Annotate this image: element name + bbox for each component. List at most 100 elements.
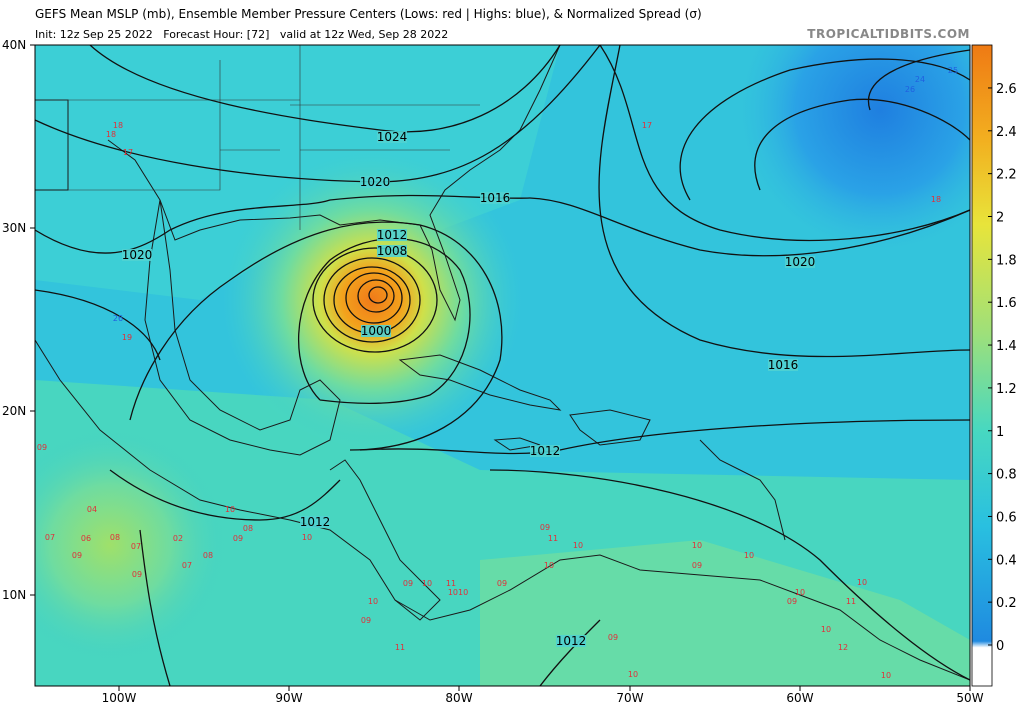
low-center: 09 bbox=[132, 570, 142, 579]
low-center: 07 bbox=[131, 542, 141, 551]
low-center: 08 bbox=[243, 524, 253, 533]
colorbar-label: 0.8 bbox=[996, 468, 1017, 483]
high-center: 25 bbox=[948, 66, 958, 75]
low-center: 10 bbox=[302, 533, 312, 542]
low-center: 10 bbox=[422, 579, 432, 588]
low-center: 17 bbox=[123, 148, 133, 157]
low-center: 09 bbox=[608, 633, 618, 642]
low-center: 11 bbox=[846, 597, 856, 606]
lat-label: 10N bbox=[2, 588, 26, 602]
low-center: 07 bbox=[45, 533, 55, 542]
isobar-label-bg bbox=[300, 516, 330, 528]
isobar-label-bg bbox=[377, 229, 407, 241]
isobar-label-bg bbox=[785, 256, 815, 268]
low-center: 1010 bbox=[448, 588, 468, 597]
low-center: 10 bbox=[225, 505, 235, 514]
low-center: 09 bbox=[787, 597, 797, 606]
isobar-label: 1012 bbox=[377, 228, 408, 242]
mexico-coast bbox=[144, 199, 341, 456]
central-america-coast bbox=[35, 339, 441, 621]
isobar bbox=[89, 45, 561, 133]
lon-label: 50W bbox=[956, 691, 983, 705]
isobar bbox=[35, 197, 970, 361]
low-center: 02 bbox=[173, 534, 183, 543]
low-center: 04 bbox=[87, 505, 97, 514]
high-center: 26 bbox=[113, 314, 123, 323]
colorbar-label: 0.4 bbox=[996, 553, 1017, 568]
low-center: 18 bbox=[113, 121, 123, 130]
isobar-label-bg bbox=[361, 325, 391, 337]
low-center: 11 bbox=[548, 534, 558, 543]
isobar bbox=[297, 237, 471, 404]
low-center: 10 bbox=[628, 670, 638, 679]
colorbar-label: 1.4 bbox=[996, 339, 1017, 354]
low-center: 18 bbox=[106, 130, 116, 139]
low-center: 12 bbox=[838, 643, 848, 652]
lesser-antilles bbox=[699, 439, 786, 541]
low-center: 11 bbox=[446, 579, 456, 588]
low-center: 09 bbox=[497, 579, 507, 588]
isobar-label: 1012 bbox=[530, 444, 561, 458]
lat-label: 20N bbox=[2, 404, 26, 418]
low-center: 09 bbox=[233, 534, 243, 543]
high-center: 26 bbox=[905, 85, 915, 94]
colorbar-label: 1.8 bbox=[996, 253, 1017, 268]
low-center: 09 bbox=[540, 523, 550, 532]
isobar-label: 1024 bbox=[377, 130, 408, 144]
low-center: 09 bbox=[37, 443, 47, 452]
isobar bbox=[35, 194, 531, 254]
lon-label: 90W bbox=[275, 691, 302, 705]
low-center: 09 bbox=[361, 616, 371, 625]
isobar-label-bg bbox=[360, 176, 390, 188]
isobar bbox=[359, 419, 970, 681]
isobar-label: 1020 bbox=[122, 248, 153, 262]
map-frame bbox=[34, 44, 971, 687]
lat-label: 30N bbox=[2, 221, 26, 235]
south-america-coast bbox=[394, 554, 970, 681]
isobar-label: 1012 bbox=[300, 515, 331, 529]
colorbar-label: 1.6 bbox=[996, 296, 1017, 311]
isobar-label-bg bbox=[768, 359, 798, 371]
low-spread bbox=[35, 45, 970, 686]
isobar bbox=[129, 221, 503, 451]
colorbar-label: 0.6 bbox=[996, 510, 1017, 525]
low-center: 10 bbox=[368, 597, 378, 606]
colorbar-label: 0.2 bbox=[996, 596, 1017, 611]
colorbar-label: 2 bbox=[996, 211, 1004, 226]
title: GEFS Mean MSLP (mb), Ensemble Member Pre… bbox=[35, 7, 702, 21]
isobar bbox=[345, 272, 403, 324]
isobar-label-bg bbox=[556, 635, 586, 647]
lat-label: 40N bbox=[2, 38, 26, 52]
low-center: 10 bbox=[692, 541, 702, 550]
low-center: 10 bbox=[744, 551, 754, 560]
colorbar-label: 2.2 bbox=[996, 168, 1017, 183]
isobar-label: 1012 bbox=[556, 634, 587, 648]
low-center: 10 bbox=[795, 588, 805, 597]
low-center: 07 bbox=[182, 561, 192, 570]
low-center: 10 bbox=[857, 578, 867, 587]
isobar bbox=[679, 49, 970, 201]
lon-label: 70W bbox=[616, 691, 643, 705]
low-center: 19 bbox=[122, 333, 132, 342]
low-center: 09 bbox=[403, 579, 413, 588]
isobar-label: 1020 bbox=[785, 255, 816, 269]
isobar bbox=[598, 45, 970, 358]
low-center: 10 bbox=[881, 671, 891, 680]
isobar-label: 1016 bbox=[768, 358, 799, 372]
low-center: 11 bbox=[395, 643, 405, 652]
low-center: 08 bbox=[203, 551, 213, 560]
isobar-label: 1016 bbox=[480, 191, 511, 205]
isobar-label-bg bbox=[377, 131, 407, 143]
colorbar-label: 1 bbox=[996, 425, 1004, 440]
isobar-label-bg bbox=[122, 249, 152, 261]
isobar-label: 1020 bbox=[360, 175, 391, 189]
isobar-label: 1000 bbox=[361, 324, 392, 338]
isobar-label-bg bbox=[480, 192, 510, 204]
colorbar-label: 1.2 bbox=[996, 382, 1017, 397]
isobar bbox=[323, 257, 421, 343]
isobar-label-bg bbox=[377, 245, 407, 257]
low-center: 10 bbox=[544, 561, 554, 570]
